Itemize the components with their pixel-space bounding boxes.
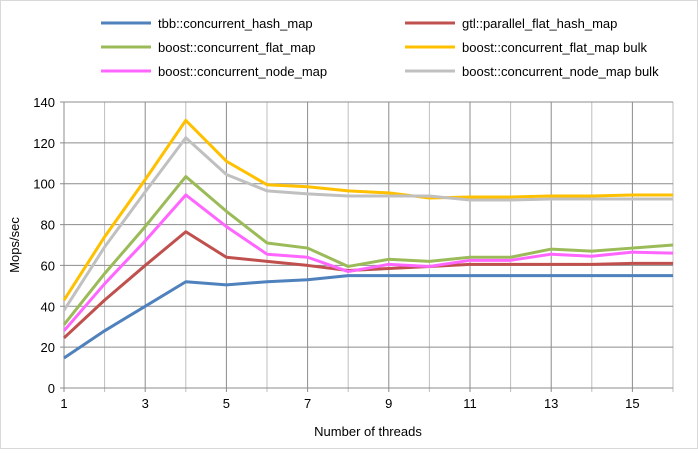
series-line-4 xyxy=(62,193,674,332)
y-tick-label: 40 xyxy=(41,299,55,314)
series-line-0 xyxy=(63,274,673,360)
legend-label: gtl::parallel_flat_hash_map xyxy=(462,16,617,31)
x-tick-label: 11 xyxy=(463,396,477,411)
x-tick-label: 3 xyxy=(142,396,149,411)
x-tick-label: 9 xyxy=(385,396,392,411)
series-line-5 xyxy=(62,136,673,312)
x-axis-label: Number of threads xyxy=(314,424,422,439)
y-tick-label: 140 xyxy=(33,95,55,110)
legend-item: tbb::concurrent_hash_map xyxy=(101,16,313,31)
x-tick-label: 5 xyxy=(223,396,230,411)
legend: tbb::concurrent_hash_map gtl::parallel_fl… xyxy=(101,16,659,79)
legend-label: boost::concurrent_node_map bulk xyxy=(462,64,659,79)
y-axis-label: Mops/sec xyxy=(7,217,22,273)
y-tick-label: 0 xyxy=(48,381,55,396)
series-lines xyxy=(62,118,674,360)
x-tick-label: 7 xyxy=(304,396,311,411)
legend-item: boost::concurrent_flat_map xyxy=(101,40,316,55)
x-tick-label: 1 xyxy=(60,396,67,411)
legend-label: boost::concurrent_flat_map xyxy=(158,40,316,55)
legend-item: boost::concurrent_node_map bulk xyxy=(405,64,659,79)
y-tick-label: 100 xyxy=(33,177,55,192)
grid xyxy=(60,101,674,392)
legend-item: gtl::parallel_flat_hash_map xyxy=(405,16,617,31)
legend-label: boost::concurrent_flat_map bulk xyxy=(462,40,647,55)
x-tick-label: 13 xyxy=(544,396,558,411)
y-tick-label: 20 xyxy=(41,340,55,355)
series-line-2 xyxy=(62,175,674,326)
series-line-3 xyxy=(62,118,673,301)
series-line-1 xyxy=(62,230,673,340)
y-tick-label: 120 xyxy=(33,136,55,151)
x-tick-label: 15 xyxy=(625,396,639,411)
y-tick-label: 80 xyxy=(41,218,55,233)
y-tick-label: 60 xyxy=(41,258,55,273)
legend-item: boost::concurrent_node_map xyxy=(101,64,327,79)
legend-label: tbb::concurrent_hash_map xyxy=(158,16,313,31)
legend-item: boost::concurrent_flat_map bulk xyxy=(405,40,647,55)
legend-label: boost::concurrent_node_map xyxy=(158,64,327,79)
